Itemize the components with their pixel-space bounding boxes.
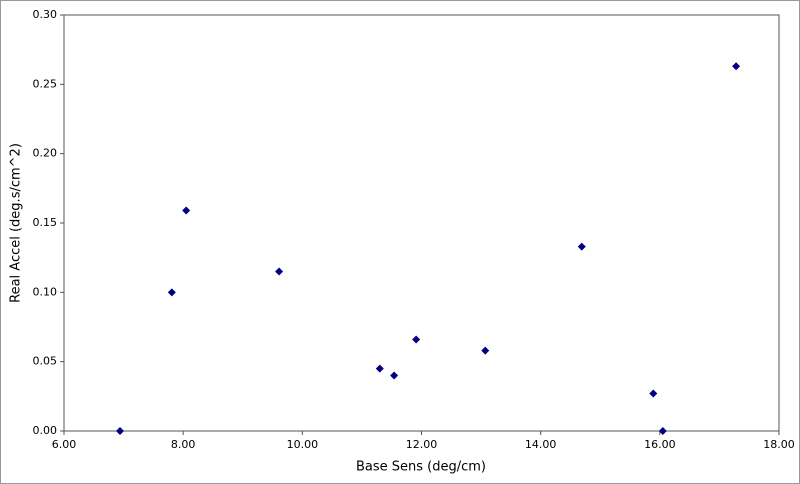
y-tick-label: 0.00: [33, 424, 58, 437]
point: [375, 364, 384, 373]
point: [412, 335, 421, 344]
point: [182, 206, 191, 215]
point: [390, 371, 399, 380]
y-tick-label: 0.15: [33, 216, 58, 229]
y-tick-label: 0.10: [33, 285, 58, 298]
point: [658, 427, 667, 435]
x-tick-label: 12.00: [406, 438, 438, 451]
y-tick-label: 0.25: [33, 77, 58, 90]
x-tick-label: 16.00: [644, 438, 676, 451]
point: [649, 389, 658, 398]
y-tick-label: 0.20: [33, 147, 58, 160]
point: [275, 267, 284, 276]
x-tick-label: 18.00: [763, 438, 795, 451]
x-tick-label: 10.00: [287, 438, 319, 451]
y-tick-label: 0.30: [33, 8, 58, 21]
x-axis-title: Base Sens (deg/cm): [356, 460, 486, 475]
point: [732, 62, 741, 71]
y-axis-title: Real Accel (deg.s/cm^2): [9, 143, 24, 303]
x-tick-label: 8.00: [171, 438, 196, 451]
point: [577, 242, 586, 251]
point: [481, 346, 490, 355]
point: [116, 427, 125, 435]
x-tick-label: 6.00: [52, 438, 77, 451]
y-tick-label: 0.05: [33, 355, 58, 368]
x-tick-label: 14.00: [525, 438, 557, 451]
point: [167, 288, 176, 297]
